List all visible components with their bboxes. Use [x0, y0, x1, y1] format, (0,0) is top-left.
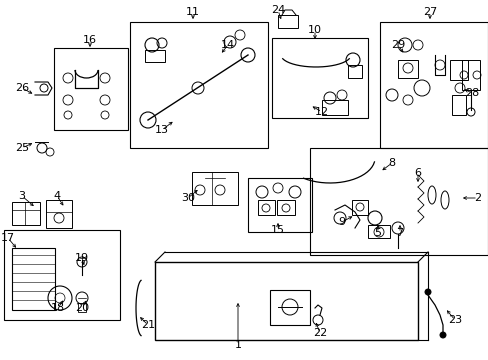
Bar	[247, 178, 311, 232]
Bar	[271, 38, 367, 118]
Text: 3: 3	[19, 191, 25, 201]
Text: 9: 9	[338, 217, 345, 227]
Bar	[192, 172, 238, 205]
Bar	[276, 200, 294, 215]
Text: 25: 25	[15, 143, 29, 153]
Text: 7: 7	[396, 228, 403, 238]
Text: 10: 10	[307, 25, 321, 35]
Text: 26: 26	[15, 83, 29, 93]
Text: 1: 1	[234, 340, 241, 350]
Bar	[258, 200, 274, 215]
Bar	[367, 225, 389, 238]
Bar	[130, 22, 267, 148]
Text: 28: 28	[464, 88, 478, 98]
Bar	[46, 200, 72, 228]
Text: 22: 22	[312, 328, 326, 338]
Bar	[309, 148, 487, 255]
Text: 12: 12	[314, 107, 328, 117]
Bar	[12, 202, 40, 225]
Text: 29: 29	[390, 40, 404, 50]
Text: 11: 11	[185, 7, 200, 17]
Bar	[4, 230, 120, 320]
Bar	[54, 48, 128, 130]
Circle shape	[439, 332, 445, 338]
Bar	[347, 65, 361, 78]
Bar	[379, 22, 487, 148]
Bar	[397, 60, 417, 78]
Bar	[278, 15, 297, 28]
Text: 5: 5	[374, 228, 381, 238]
Bar	[269, 290, 309, 325]
Text: 19: 19	[75, 253, 89, 263]
Text: 17: 17	[1, 233, 15, 243]
Text: 15: 15	[270, 225, 285, 235]
Text: 4: 4	[53, 191, 61, 201]
Bar	[145, 50, 164, 62]
Text: 30: 30	[181, 193, 195, 203]
Text: 6: 6	[414, 168, 421, 178]
Text: 16: 16	[83, 35, 97, 45]
Bar	[451, 95, 465, 115]
Bar	[78, 303, 86, 312]
Bar	[155, 262, 417, 340]
Bar	[12, 248, 55, 310]
Text: 13: 13	[155, 125, 169, 135]
Circle shape	[424, 289, 430, 295]
Text: 14: 14	[221, 40, 235, 50]
Text: 8: 8	[387, 158, 395, 168]
Text: 24: 24	[270, 5, 285, 15]
Text: 20: 20	[75, 303, 89, 313]
Bar	[321, 100, 347, 115]
Bar	[449, 60, 467, 80]
Bar	[461, 60, 479, 90]
Text: 18: 18	[51, 303, 65, 313]
Bar	[351, 200, 367, 215]
Text: 21: 21	[141, 320, 155, 330]
Text: 23: 23	[447, 315, 461, 325]
Text: 2: 2	[473, 193, 481, 203]
Text: 27: 27	[422, 7, 436, 17]
